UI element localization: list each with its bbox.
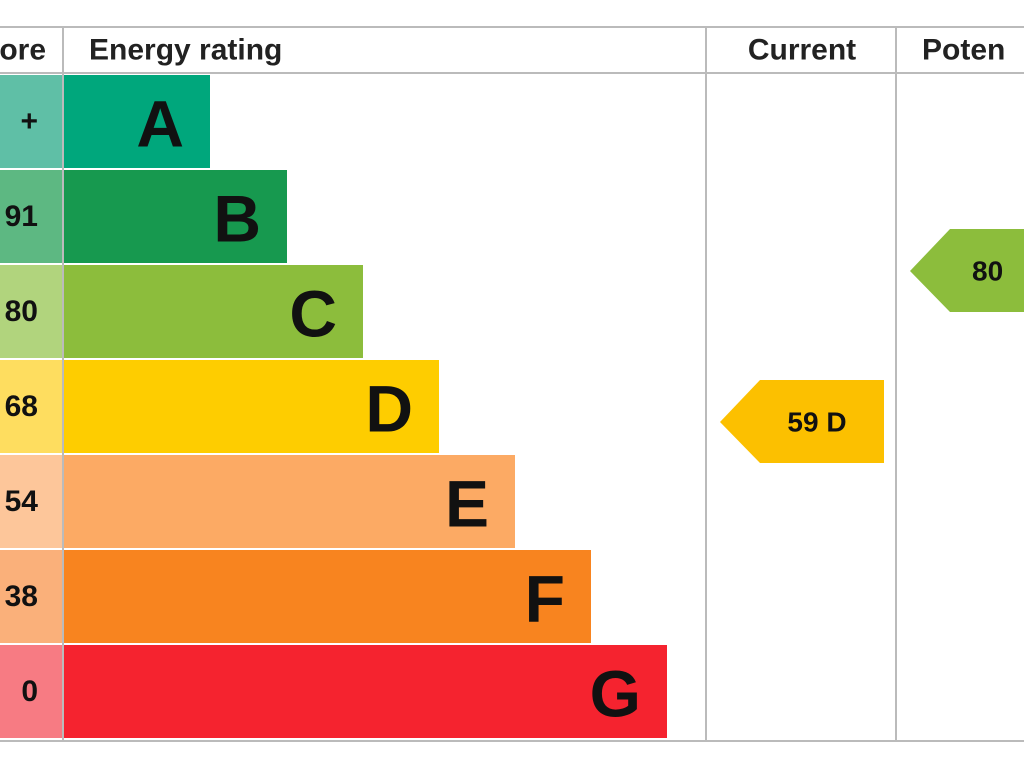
rating-letter: A <box>136 87 184 161</box>
rating-letter: D <box>365 372 413 446</box>
rating-letter: B <box>213 182 261 256</box>
rating-letter: C <box>289 277 337 351</box>
score-cell <box>0 75 62 168</box>
score-cell <box>0 550 62 643</box>
score-range: 38 <box>5 580 38 613</box>
score-cell <box>0 265 62 358</box>
rating-letter: G <box>590 657 641 731</box>
current-header: Current <box>748 34 856 67</box>
rating-rows: + A 91 B 80 C 68 D 54 E 38 F 0 G <box>0 75 667 738</box>
score-range: 91 <box>5 200 38 233</box>
score-range: 68 <box>5 390 38 423</box>
rating-bar <box>64 265 363 358</box>
score-cell <box>0 170 62 263</box>
rating-header: Energy rating <box>89 34 282 67</box>
potential-header: Poten <box>922 34 1005 67</box>
rating-letter: E <box>445 467 489 541</box>
score-range: 54 <box>5 485 39 518</box>
rating-letter: F <box>525 562 565 636</box>
potential-label: 80 <box>972 256 1003 287</box>
score-range: 80 <box>5 295 38 328</box>
score-range: 0 <box>21 675 38 708</box>
rating-bar <box>64 75 210 168</box>
rating-bar <box>64 550 591 643</box>
score-cell <box>0 360 62 453</box>
rating-bar <box>64 360 439 453</box>
current-label: 59 D <box>787 407 846 438</box>
score-cell <box>0 455 62 548</box>
score-cell <box>0 645 62 738</box>
potential-arrow <box>910 229 1024 312</box>
rating-bar <box>64 645 667 738</box>
score-range: + <box>20 105 38 138</box>
rating-bar <box>64 455 515 548</box>
current-arrow <box>720 380 884 463</box>
rating-bar <box>64 170 287 263</box>
score-header: ore <box>0 34 46 67</box>
grid <box>0 26 1024 742</box>
